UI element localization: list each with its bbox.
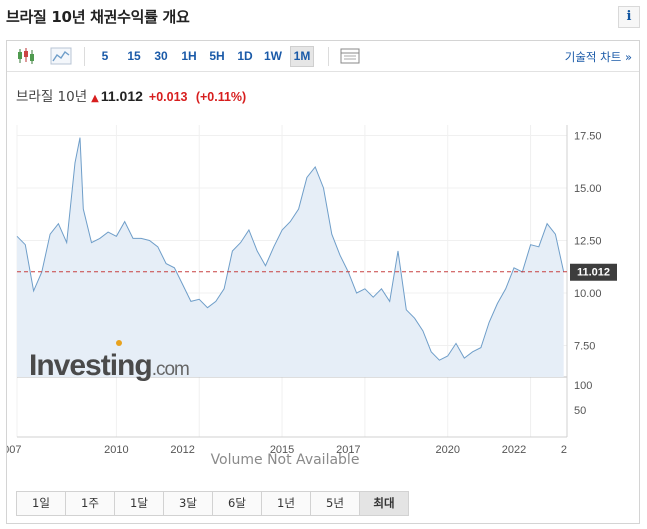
price-line (16, 137, 565, 361)
range-1y[interactable]: 1년 (261, 491, 311, 516)
interval-1d[interactable]: 1D (237, 49, 253, 63)
range-max[interactable]: 최대 (359, 491, 409, 516)
info-button[interactable]: i (618, 6, 640, 28)
watermark-domain: .com (152, 359, 189, 380)
volume-axis: 100 50 (574, 380, 592, 417)
candlestick-icon[interactable] (15, 46, 37, 66)
y-tick-label: 17.50 (574, 131, 602, 143)
x-tick-label: 2020 (435, 444, 459, 456)
investing-logo: Investing.com (29, 340, 190, 382)
watermark-brand: Investing (29, 349, 152, 382)
range-1d[interactable]: 1일 (16, 491, 66, 516)
interval-1w[interactable]: 1W (264, 49, 282, 63)
x-tick-label: 2007 (7, 444, 21, 456)
volume-tick-label: 100 (574, 380, 592, 392)
x-tick-label: 2 (561, 444, 567, 456)
svg-text:Investing.com: Investing.com (29, 349, 189, 382)
y-axis: 17.50 15.00 12.50 10.00 7.50 (574, 131, 602, 353)
chart-toolbar: 5 15 30 1H 5H 1D 1W 1M 기술적 차트 » (7, 41, 639, 72)
quote-row: 브라질 10년 ▲ 11.012 +0.013 (+0.11%) (16, 85, 246, 105)
current-price-box (570, 263, 617, 281)
x-tick-label: 2022 (502, 444, 526, 456)
x-tick-label: 2015 (270, 444, 294, 456)
range-1m[interactable]: 1달 (114, 491, 164, 516)
quote-name: 브라질 10년 (16, 89, 88, 105)
quote-change: +0.013 (148, 90, 188, 104)
current-price-marker: 11.012 (570, 263, 617, 281)
y-tick-label: 15.00 (574, 183, 602, 195)
x-tick-label: 2010 (104, 444, 128, 456)
range-selector: 1일 1주 1달 3달 6달 1년 5년 최대 (16, 491, 409, 516)
up-arrow-icon: ▲ (91, 93, 99, 104)
page-title: 브라질 10년 채권수익률 개요 (6, 8, 190, 26)
volume-not-available: Volume Not Available (211, 452, 360, 468)
x-axis: 2007 2010 2012 2015 2017 2020 2022 2 (7, 444, 567, 456)
x-tick-label: 2017 (336, 444, 360, 456)
y-tick-label: 7.50 (574, 341, 595, 353)
toolbar-divider (84, 47, 85, 66)
price-chart[interactable]: Investing.com 17.50 15.00 12.50 10.00 7.50 1… (7, 113, 639, 485)
x-tick-label: 2012 (170, 444, 194, 456)
y-tick-label: 10.00 (574, 288, 602, 300)
quote-change-percent: (+0.11%) (195, 90, 247, 104)
range-5y[interactable]: 5년 (310, 491, 360, 516)
volume-tick-label: 50 (574, 405, 586, 417)
range-3m[interactable]: 3달 (163, 491, 213, 516)
interval-5h[interactable]: 5H (209, 49, 225, 63)
interval-15[interactable]: 15 (127, 49, 141, 63)
technical-chart-link[interactable]: 기술적 차트 » (564, 50, 632, 64)
watermark-dot (116, 340, 122, 346)
interval-5[interactable]: 5 (101, 49, 109, 63)
toolbar-divider (328, 47, 329, 66)
area-chart-icon[interactable] (50, 46, 72, 66)
interval-1h[interactable]: 1H (181, 49, 197, 63)
range-1w[interactable]: 1주 (65, 491, 115, 516)
y-tick-label: 12.50 (574, 236, 602, 248)
range-6m[interactable]: 6달 (212, 491, 262, 516)
chart-widget: 5 15 30 1H 5H 1D 1W 1M 기술적 차트 » 브라질 10년 ▲… (6, 40, 640, 524)
price-area (17, 137, 564, 377)
quote-price: 11.012 (100, 88, 143, 104)
interval-30[interactable]: 30 (154, 49, 168, 63)
interval-1m[interactable]: 1M (290, 46, 314, 67)
current-price-label: 11.012 (577, 267, 610, 279)
table-view-icon[interactable] (339, 46, 361, 66)
